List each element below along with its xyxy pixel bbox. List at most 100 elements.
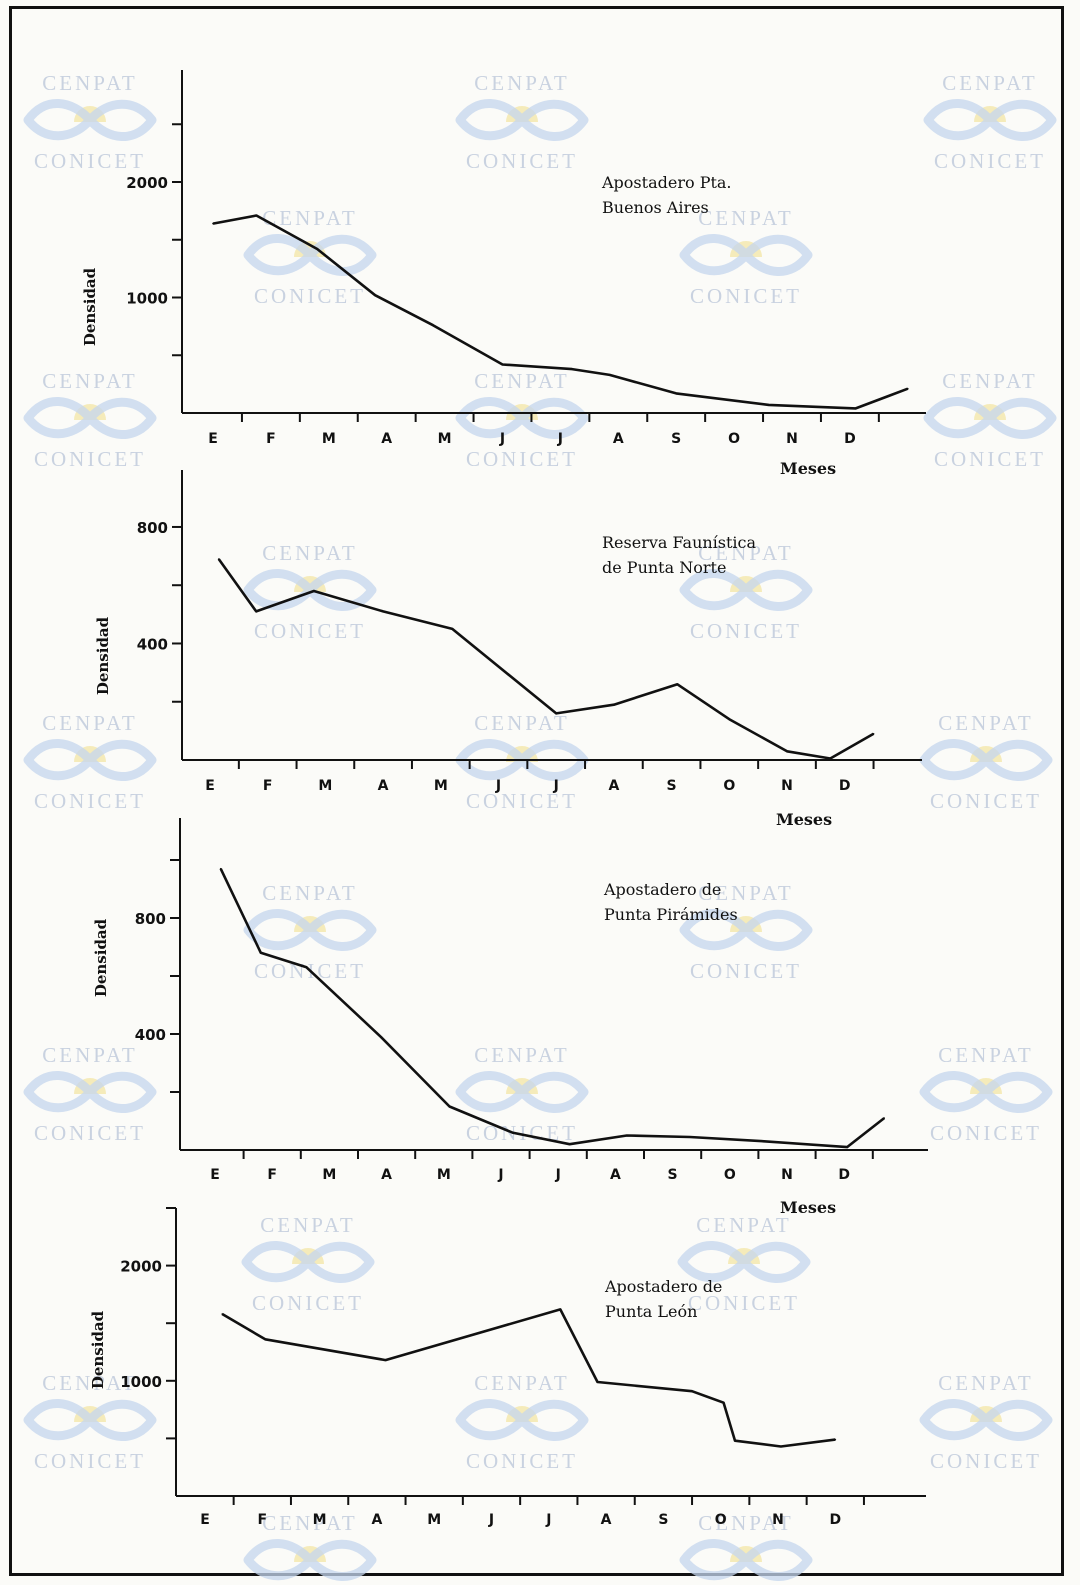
data-point	[689, 1136, 691, 1138]
data-point	[675, 392, 677, 395]
series-line	[221, 1308, 836, 1448]
watermark-logo: CENPAT CONICET	[243, 881, 377, 983]
watermark-ribbon-icon	[679, 234, 813, 276]
y-tick-label: 1000	[120, 1373, 162, 1391]
watermark-line1: CENPAT	[474, 369, 569, 393]
x-tick-label: J	[545, 1512, 551, 1528]
watermark-line2: CONICET	[254, 959, 366, 983]
charts-layer: 2000 1000 E F M A M J J A S O N D Densidad Meses Apostad…	[81, 70, 928, 1528]
x-tick-label: F	[258, 1512, 268, 1528]
watermark-logo: CENPAT CONICET	[923, 369, 1057, 471]
x-tick-label: D	[844, 431, 856, 447]
data-point	[316, 248, 319, 250]
watermark-line2: CONICET	[930, 1449, 1042, 1473]
x-tick-label: E	[200, 1512, 210, 1528]
x-tick-label: J	[553, 778, 559, 794]
data-point	[501, 363, 504, 366]
x-tick-label: M	[322, 431, 336, 447]
data-point	[676, 683, 679, 686]
x-tick-label: A	[371, 1512, 382, 1528]
watermark-line2: CONICET	[34, 447, 146, 471]
watermark-line1: CENPAT	[42, 71, 137, 95]
watermark-ribbon-icon	[679, 1539, 813, 1581]
x-tick-label: M	[437, 1167, 451, 1183]
x-tick-label: M	[438, 431, 452, 447]
x-axis-label: Meses	[780, 459, 836, 478]
watermark-ribbon-icon	[919, 1399, 1053, 1441]
y-axis-label: Densidad	[94, 616, 112, 695]
data-point	[780, 1445, 782, 1448]
watermark-ribbon-icon	[241, 1241, 375, 1283]
watermark-line2: CONICET	[930, 1121, 1042, 1145]
x-tick-label: S	[667, 778, 677, 794]
x-tick-label: N	[772, 1512, 784, 1528]
watermark-line2: CONICET	[254, 619, 366, 643]
x-tick-label: E	[210, 1167, 220, 1183]
chart-title-line: Apostadero de	[603, 880, 721, 899]
watermark-logo: CENPAT CONICET	[679, 881, 813, 983]
watermark-logo: CENPAT CONICET	[455, 711, 589, 813]
figure-frame	[9, 6, 1064, 1576]
data-point	[571, 368, 573, 370]
watermark-line2: CONICET	[34, 149, 146, 173]
data-point	[829, 757, 832, 760]
watermark-line1: CENPAT	[474, 71, 569, 95]
watermark-ribbon-icon	[455, 1071, 589, 1113]
watermark-line1: CENPAT	[698, 1511, 793, 1535]
watermark-ribbon-icon	[679, 909, 813, 951]
y-axis-label: Densidad	[81, 267, 99, 346]
y-tick-label: 2000	[120, 1258, 162, 1276]
x-tick-label: J	[555, 1167, 561, 1183]
chart-title-line: Apostadero Pta.	[601, 173, 732, 192]
data-point	[613, 703, 615, 706]
watermark-line1: CENPAT	[474, 711, 569, 735]
y-tick-label: 800	[137, 519, 168, 537]
watermark-logo: CENPAT CONICET	[923, 71, 1057, 173]
data-point	[763, 1140, 765, 1143]
series-line	[217, 558, 875, 760]
data-point	[432, 324, 434, 327]
watermark-logo: CENPAT CONICET	[241, 1213, 375, 1315]
watermark-line1: CENPAT	[942, 369, 1037, 393]
data-point	[384, 1359, 387, 1361]
x-tick-label: M	[322, 1167, 336, 1183]
watermark-line1: CENPAT	[938, 1043, 1033, 1067]
data-point	[219, 867, 222, 870]
x-tick-label: A	[608, 778, 619, 794]
watermark-logo: CENPAT CONICET	[455, 71, 589, 173]
y-axis-label: Densidad	[89, 1310, 107, 1389]
watermark-line1: CENPAT	[698, 541, 793, 565]
data-point	[768, 404, 770, 406]
data-point	[382, 610, 384, 613]
data-point	[691, 1390, 693, 1392]
x-tick-label: D	[839, 778, 851, 794]
watermark-ribbon-icon	[679, 569, 813, 611]
watermark-ribbon-icon	[677, 1241, 811, 1283]
x-tick-label: A	[378, 778, 389, 794]
watermark-logo: CENPAT CONICET	[23, 369, 157, 471]
watermark-ribbon-icon	[919, 1071, 1053, 1113]
x-tick-label: M	[313, 1512, 327, 1528]
x-tick-label: O	[715, 1512, 727, 1528]
data-point	[555, 712, 557, 715]
x-tick-label: N	[786, 431, 798, 447]
watermark-ribbon-icon	[923, 99, 1057, 141]
x-tick-label: F	[263, 778, 273, 794]
watermark-line2: CONICET	[252, 1291, 364, 1315]
data-point	[448, 1105, 451, 1108]
data-point	[374, 294, 376, 297]
x-axis-label: Meses	[780, 1198, 836, 1217]
x-tick-label: M	[318, 778, 332, 794]
data-point	[786, 750, 788, 753]
watermark-ribbon-icon	[243, 1539, 377, 1581]
watermark-line1: CENPAT	[942, 71, 1037, 95]
watermark-line2: CONICET	[34, 789, 146, 813]
x-tick-label: A	[610, 1167, 621, 1183]
watermark-line2: CONICET	[466, 447, 578, 471]
x-tick-label: E	[205, 778, 215, 794]
x-tick-label: O	[724, 1167, 736, 1183]
data-point	[568, 1143, 571, 1145]
watermark-line2: CONICET	[34, 1449, 146, 1473]
data-point	[313, 590, 315, 592]
